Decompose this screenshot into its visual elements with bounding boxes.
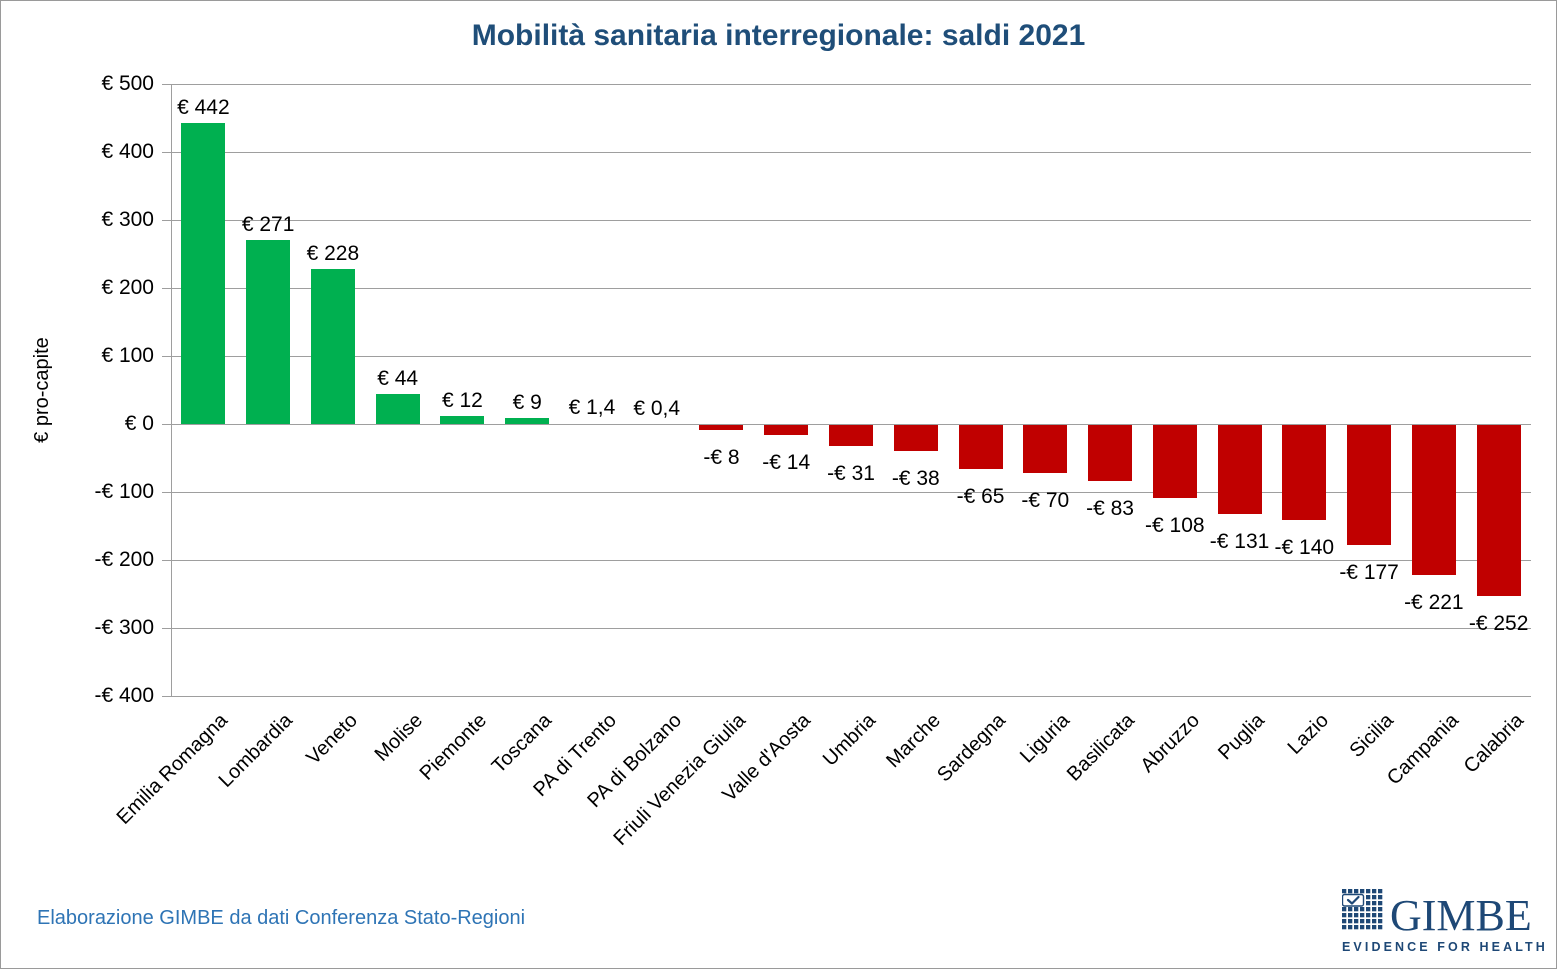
y-tick-label: -€ 200 [94,548,154,571]
gimbe-logo: GIMBE EVIDENCE FOR HEALTH [1341,889,1548,954]
y-tick-label: € 500 [101,72,154,95]
bar [440,415,485,424]
y-tick-label: -€ 100 [94,480,154,503]
chart-title: Mobilità sanitaria interregionale: saldi… [471,19,1086,52]
bar-value-label: € 9 [512,390,542,414]
gridline [171,356,1531,357]
bar [1347,425,1392,546]
y-axis-tick [162,84,171,85]
y-tick-label: € 200 [101,276,154,299]
gridline [171,152,1531,153]
bar [764,425,809,435]
bar [893,425,938,451]
bar [829,425,873,447]
gridline [171,492,1531,493]
bar [1476,425,1521,597]
gridline [171,220,1531,221]
y-axis-tick [162,288,171,289]
bar-value-label: € 228 [306,241,360,265]
gimbe-logo-text: GIMBE [1390,891,1532,940]
bar [1152,425,1197,499]
bar-value-label: € 442 [177,96,230,120]
y-axis-tick [162,356,171,357]
gridline [171,696,1531,697]
bar [1282,425,1327,521]
bar-value-label: € 44 [377,367,419,391]
bar [310,268,355,424]
bar-value-label: -€ 70 [1021,488,1070,512]
gimbe-logo-tagline: EVIDENCE FOR HEALTH [1342,940,1548,954]
bar-value-label: € 0,4 [633,396,681,420]
bar [1023,425,1068,473]
bar-value-label: -€ 131 [1209,530,1270,554]
bar [375,394,420,424]
y-tick-label: € 100 [101,344,154,367]
y-tick-label: € 0 [124,412,154,435]
y-axis-tick [162,152,171,153]
bar-value-label: € 12 [441,388,483,412]
gridline [171,84,1531,85]
bar [181,123,226,424]
y-axis-tick [162,424,171,425]
gridline [171,628,1531,629]
y-axis-tick [162,628,171,629]
bar-value-label: € 1,4 [568,396,616,420]
bar [958,425,1003,470]
y-tick-label: € 400 [101,140,154,163]
y-tick-label: € 300 [101,208,154,231]
gridline [171,560,1531,561]
bar-value-label: € 271 [241,212,295,236]
y-axis-tick [162,492,171,493]
bar-value-label: -€ 83 [1086,497,1134,521]
bar-value-label: -€ 8 [703,446,740,470]
bar-value-label: -€ 252 [1468,612,1529,636]
bar [699,425,744,431]
y-axis-tick [162,560,171,561]
gimbe-logo-icon [1341,889,1383,935]
y-axis-line [171,84,172,696]
y-tick-label: -€ 400 [94,684,154,707]
bar-value-label: -€ 140 [1274,536,1335,560]
y-axis-tick [162,696,171,697]
gridline [171,424,1531,425]
bar-value-label: -€ 14 [762,450,811,474]
bar-value-label: -€ 31 [827,462,875,486]
bar-value-label: -€ 65 [956,485,1005,509]
y-axis-tick [162,220,171,221]
bar-value-label: -€ 108 [1145,514,1205,538]
bar-value-label: -€ 221 [1404,591,1464,615]
bar [1411,425,1456,576]
gridline [171,288,1531,289]
y-tick-label: -€ 300 [94,616,154,639]
bar [505,417,550,424]
bar [1088,425,1133,482]
bar [1217,425,1262,515]
source-note: Elaborazione GIMBE da dati Conferenza St… [37,907,526,929]
bar-value-label: -€ 38 [891,466,940,490]
bar [246,239,291,424]
bar-value-label: -€ 177 [1339,561,1399,585]
